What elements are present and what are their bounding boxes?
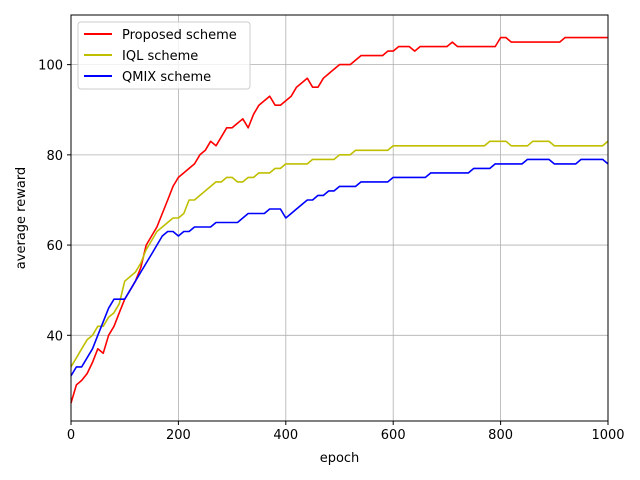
iql-series-line xyxy=(70,140,609,368)
x-tick-label: 0 xyxy=(67,428,75,443)
y-tick-label: 80 xyxy=(46,149,63,164)
legend-label-proposed: Proposed scheme xyxy=(122,28,237,43)
y-axis-label: average reward xyxy=(14,167,29,269)
ticks: 0 200 400 600 800 1000 40 60 80 100 xyxy=(38,59,624,443)
series-layer xyxy=(70,36,609,404)
axes-frame xyxy=(70,14,609,422)
x-tick-label: 400 xyxy=(273,428,298,443)
x-axis-label: epoch xyxy=(320,451,360,466)
qmix-series-line xyxy=(70,158,609,377)
x-tick-label: 600 xyxy=(381,428,406,443)
y-tick-label: 60 xyxy=(46,239,63,254)
proposed-series-line xyxy=(70,36,608,404)
x-tick-label: 200 xyxy=(166,428,191,443)
legend-label-qmix: QMIX scheme xyxy=(122,70,211,85)
legend: Proposed scheme IQL scheme QMIX scheme xyxy=(77,21,251,90)
y-tick-label: 40 xyxy=(46,329,63,344)
x-tick-label: 1000 xyxy=(591,428,624,443)
legend-label-iql: IQL scheme xyxy=(122,49,198,64)
legend-box xyxy=(77,21,251,90)
x-tick-label: 800 xyxy=(488,428,513,443)
y-tick-label: 100 xyxy=(38,59,63,74)
